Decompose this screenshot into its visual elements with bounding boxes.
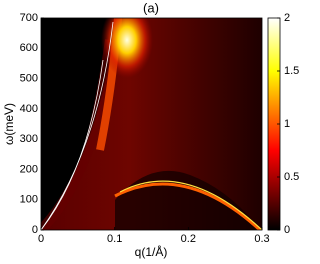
y-axis-label: ω(meV) [2, 103, 16, 145]
y-tick-label: 400 [20, 103, 38, 115]
colorbar-tick-label: 2 [284, 12, 290, 24]
y-tick-label: 100 [20, 194, 38, 206]
colorbar-tick-label: 1 [284, 118, 290, 130]
chart-title: (a) [143, 0, 159, 15]
plot-frame [40, 17, 263, 231]
x-tick-label: 0 [38, 233, 44, 245]
y-tick-label: 500 [20, 72, 38, 84]
y-tick-label: 700 [20, 12, 38, 24]
x-tick-label: 0.2 [181, 233, 196, 245]
y-tick-label: 0 [32, 224, 38, 236]
x-axis-label: q(1/Å) [135, 244, 168, 259]
heatmap-image [41, 18, 262, 230]
y-tick-label: 300 [20, 133, 38, 145]
x-tick-label: 0.1 [107, 233, 122, 245]
colorbar-tick-label: 0 [284, 224, 290, 236]
colorbar-tick-label: 1.5 [284, 65, 299, 77]
chart: (a) q(1/Å) ω(meV) 0 0.1 0.2 0.3 0 100 200 300 40… [2, 0, 299, 259]
y-tick-label: 200 [20, 163, 38, 175]
x-tick-label: 0.3 [254, 233, 269, 245]
colorbar-tick-label: 0.5 [284, 171, 299, 183]
y-tick-label: 600 [20, 42, 38, 54]
